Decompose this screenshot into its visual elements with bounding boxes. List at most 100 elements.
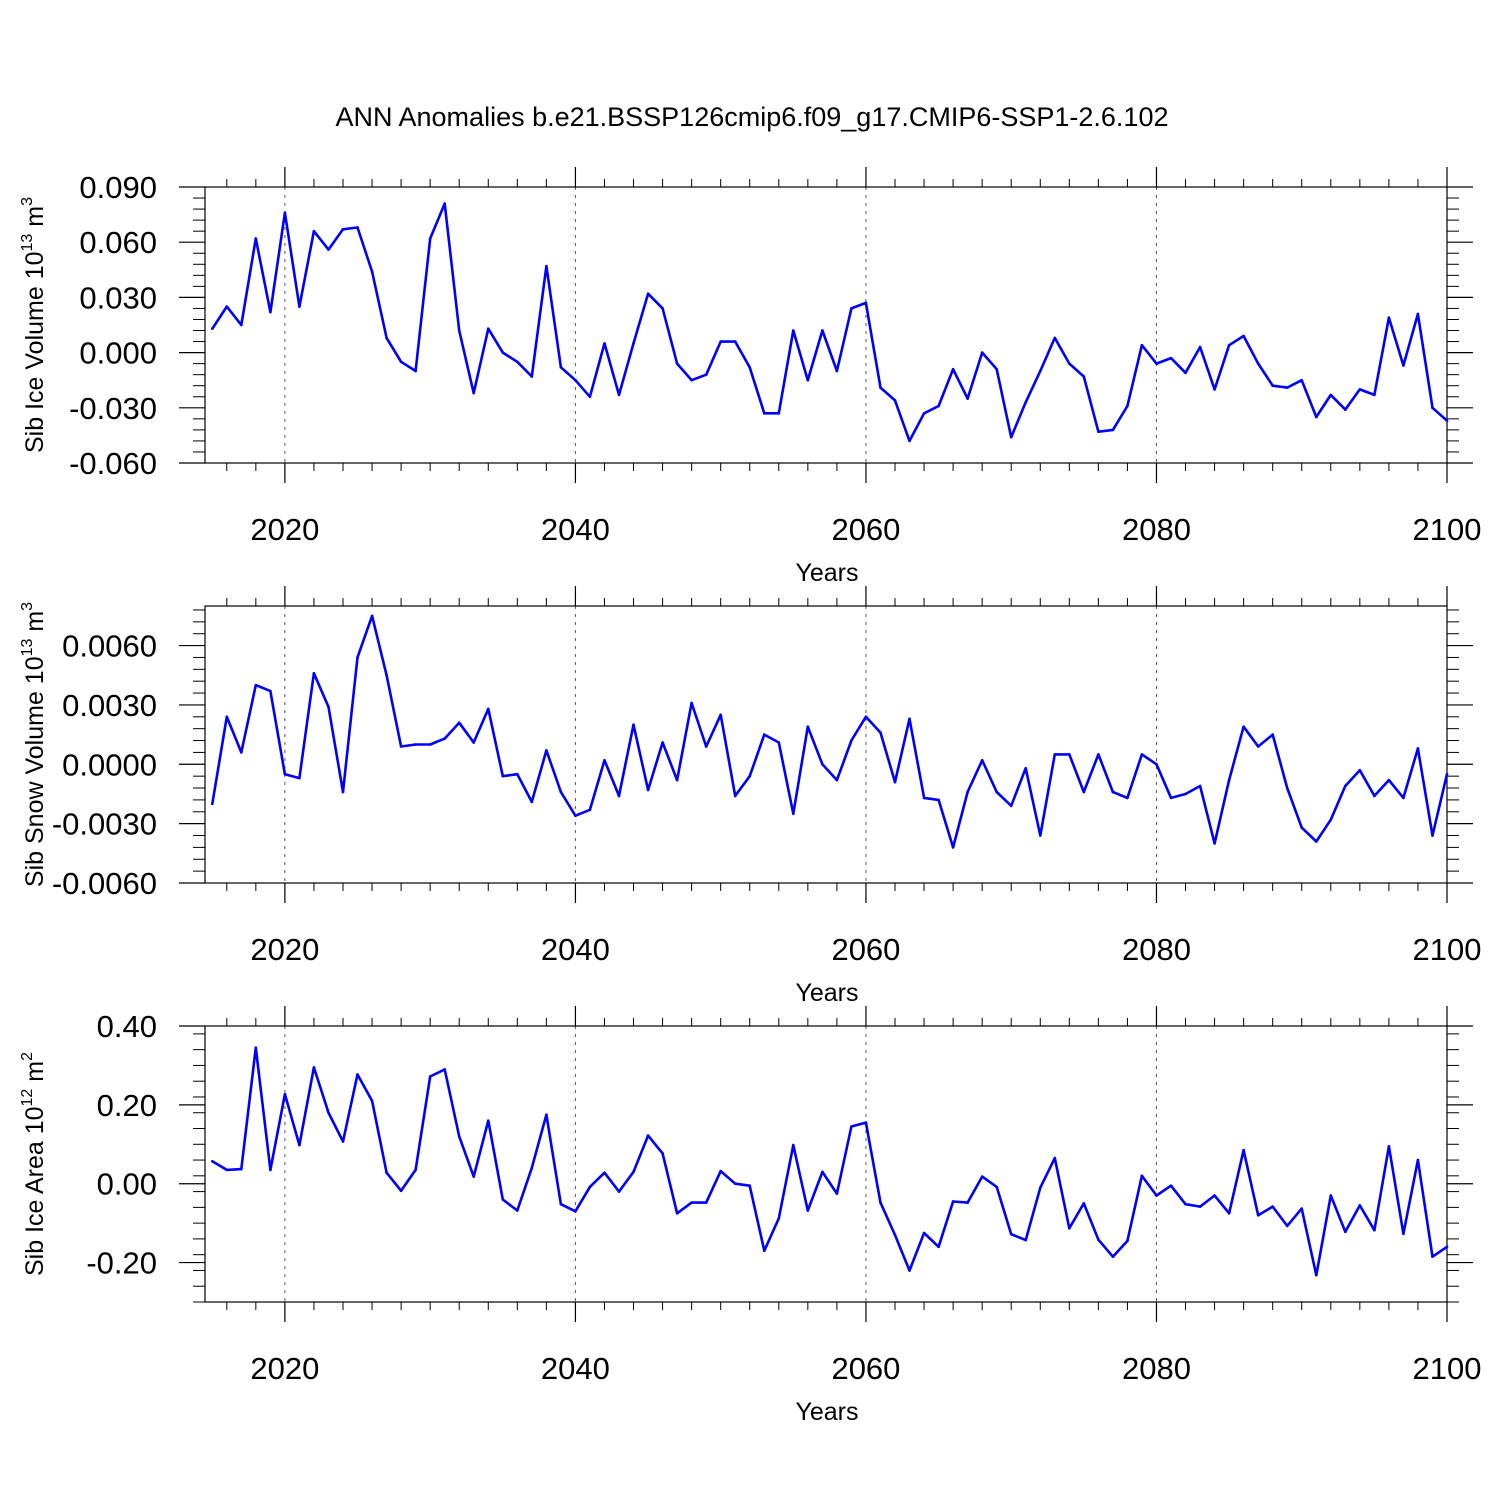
data-point [792,329,795,332]
y-tick-label: 0.0030 [62,688,157,723]
panel-1: 2020 2040 2060 2080 2100 -0.060 -0.030 0.000 0.0… [19,167,1481,587]
data-point [371,615,374,618]
chart-title: ANN Anomalies b.e21.BSSP126cmip6.f09_g17… [336,102,1169,132]
y-tick-label: -0.0030 [52,807,157,842]
y-tick-label: -0.20 [86,1246,157,1281]
data-point [240,324,243,327]
panel-3: 2020 2040 2060 2080 2100-0.200.000.200.40Yea… [19,1006,1481,1426]
data-point [1097,430,1100,433]
data-point [240,1168,243,1171]
data-point [937,405,940,408]
data-point [1097,1238,1100,1241]
data-point [545,749,548,752]
data-point [385,337,388,340]
data-point [472,741,475,744]
data-point [487,708,490,711]
data-point [705,745,708,748]
data-point [690,379,693,382]
data-point [937,1246,940,1249]
data-point [1010,436,1013,439]
data-point [748,1184,751,1187]
figure: ANN Anomalies b.e21.BSSP126cmip6.f09_g17… [0,0,1500,1500]
data-point [1068,753,1071,756]
data-point [1068,362,1071,365]
data-point [865,302,868,305]
data-point [1228,1212,1231,1215]
data-point [516,1209,519,1212]
y-tick-label: 0.030 [79,280,157,315]
data-point [763,1249,766,1252]
data-point [1141,1175,1144,1178]
data-point [1286,386,1289,389]
data-point [661,1152,664,1155]
x-tick-label: 2080 [1122,1351,1191,1386]
data-point [269,690,272,693]
data-point [1388,1145,1391,1148]
data-point [284,1093,287,1096]
data-point [647,789,650,792]
data-point [516,361,519,364]
data-point [1112,791,1115,794]
x-tick-label: 2100 [1413,1351,1482,1386]
y-axis-label-unit-exponent: 3 [19,602,36,611]
data-point [966,791,969,794]
data-point [1388,779,1391,782]
data-point [1286,1225,1289,1228]
data-point [879,1201,882,1204]
data-point [429,1075,432,1078]
data-point [807,725,810,728]
data-point [1126,405,1129,408]
data-point [269,1169,272,1172]
y-tick-label: -0.060 [69,446,157,481]
data-point [676,362,679,365]
data-point [1315,840,1318,843]
data-point [1112,429,1115,432]
data-point [545,265,548,268]
data-point [1373,394,1376,397]
data-point [1213,388,1216,391]
data-point [284,773,287,776]
data-point [400,745,403,748]
data-point [1024,1239,1027,1242]
data-point [531,801,534,804]
data-point [356,1073,359,1076]
y-axis-label-unit-exponent: 2 [19,1052,36,1061]
y-axis-label-main: Sib Ice Volume 10 [21,251,49,453]
x-tick-label: 2060 [831,512,900,547]
data-point [603,1171,606,1174]
data-point [879,386,882,389]
data-point [1053,753,1056,756]
data-point [1141,344,1144,347]
data-point [1344,1231,1347,1234]
data-point [1199,1205,1202,1208]
data-point [385,674,388,677]
x-tick-label: 2100 [1413,512,1482,547]
data-point [850,307,853,310]
data-point [225,305,228,308]
data-point [995,368,998,371]
x-tick-label: 2100 [1413,932,1482,967]
data-point [777,741,780,744]
data-point [1402,364,1405,367]
data-point [1431,834,1434,837]
data-point [865,1121,868,1124]
data-point [1170,357,1173,360]
data-point [313,672,316,675]
data-point [342,791,345,794]
y-axis-label-unit-exponent: 3 [19,197,36,206]
y-tick-label: -0.030 [69,391,157,426]
data-point [763,412,766,415]
data-point [676,1212,679,1215]
data-point [501,1198,504,1201]
y-axis-label-exponent: 13 [19,638,36,656]
data-point [560,1203,563,1206]
data-point [1039,370,1042,373]
data-point [1097,753,1100,756]
data-point [1053,1157,1056,1160]
data-point [1315,416,1318,419]
data-point [821,1171,824,1174]
data-point [327,248,330,251]
data-point [908,440,911,443]
y-axis-label: Sib Ice Volume 1013 m3 [19,197,49,453]
data-point [1300,379,1303,382]
